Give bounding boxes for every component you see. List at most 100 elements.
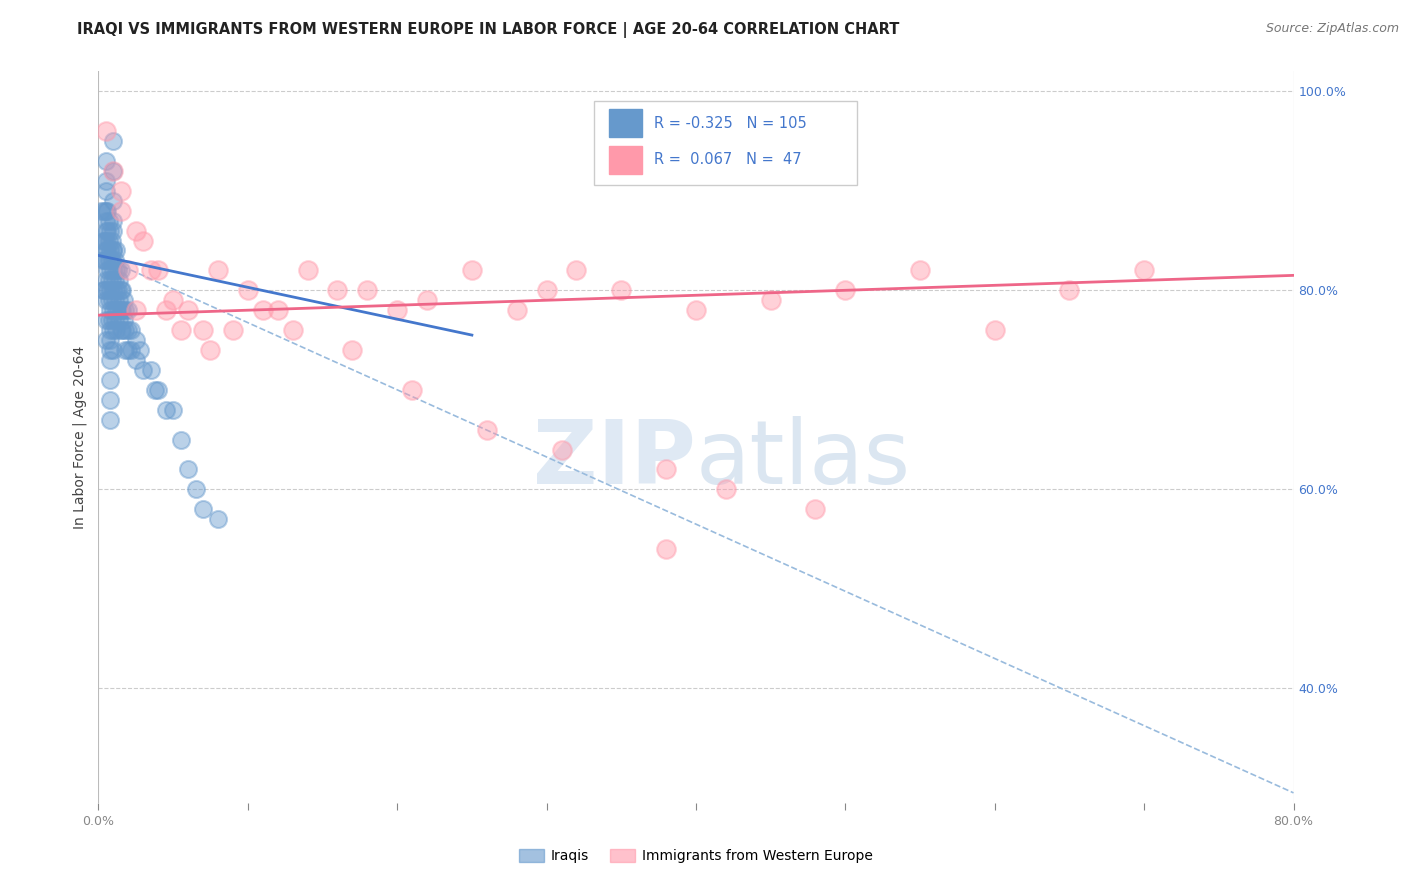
Point (326, 283, 349, 297)
Point (120, 323, 142, 337)
Point (104, 313, 127, 327)
Point (108, 293, 131, 308)
Point (191, 502, 214, 516)
Point (98, 283, 122, 297)
Point (655, 462, 678, 476)
Point (103, 224, 125, 238)
Point (110, 203, 132, 218)
Point (155, 303, 177, 318)
Point (93, 283, 115, 297)
Point (110, 303, 132, 318)
Point (908, 263, 931, 277)
Point (132, 363, 155, 377)
Point (105, 303, 128, 318)
Point (93, 234, 115, 248)
Point (143, 383, 166, 397)
Point (94, 184, 117, 198)
Point (200, 343, 222, 357)
Point (107, 263, 129, 277)
Point (111, 323, 134, 337)
Bar (609, 110, 643, 137)
Point (714, 483, 737, 497)
Point (117, 343, 139, 357)
Point (107, 283, 129, 297)
Point (105, 244, 128, 258)
Point (536, 283, 558, 297)
Point (101, 313, 124, 327)
Point (91, 234, 114, 248)
Point (94, 234, 117, 248)
Point (1133, 263, 1156, 277)
Point (98, 412, 122, 426)
Point (139, 263, 162, 277)
Point (94, 273, 117, 287)
Point (655, 542, 678, 557)
Point (125, 303, 148, 318)
Point (139, 363, 162, 377)
Point (129, 343, 152, 357)
Point (252, 303, 274, 318)
Point (120, 343, 142, 357)
Point (98, 373, 122, 387)
Point (105, 323, 128, 337)
Point (114, 323, 136, 337)
Point (98, 263, 122, 277)
Point (110, 263, 132, 277)
Point (96, 263, 118, 277)
Point (94, 293, 117, 308)
Point (177, 303, 200, 318)
Point (96, 283, 118, 297)
Point (108, 313, 131, 327)
Point (98, 323, 122, 337)
Point (103, 263, 125, 277)
Point (91, 253, 114, 268)
Point (107, 303, 129, 318)
Point (98, 333, 122, 347)
Point (125, 224, 148, 238)
Point (97, 293, 120, 308)
Point (104, 293, 127, 308)
Point (184, 483, 207, 497)
Point (356, 283, 378, 297)
Point (96, 203, 118, 218)
Point (103, 244, 125, 258)
Point (98, 392, 122, 407)
Point (98, 353, 122, 368)
Point (191, 323, 214, 337)
Point (98, 224, 122, 238)
Point (1059, 283, 1081, 297)
Point (506, 303, 529, 318)
Point (103, 303, 125, 318)
Point (297, 263, 319, 277)
Point (401, 383, 423, 397)
Y-axis label: In Labor Force | Age 20-64: In Labor Force | Age 20-64 (73, 345, 87, 529)
Point (94, 174, 117, 188)
Point (105, 263, 128, 277)
Point (117, 303, 139, 318)
Point (112, 293, 135, 308)
Point (804, 502, 827, 516)
Point (101, 273, 124, 287)
Point (90, 203, 112, 218)
Point (103, 134, 125, 148)
Text: ZIP: ZIP (533, 416, 696, 502)
Point (94, 203, 117, 218)
Point (94, 244, 117, 258)
Point (94, 313, 117, 327)
Point (984, 323, 1007, 337)
Text: atlas: atlas (696, 416, 911, 502)
Point (461, 263, 484, 277)
Point (155, 402, 177, 417)
Point (834, 283, 856, 297)
Point (759, 293, 782, 308)
Point (103, 164, 125, 178)
Point (110, 184, 132, 198)
Point (97, 213, 120, 227)
Point (114, 343, 136, 357)
Point (94, 224, 117, 238)
Point (101, 234, 124, 248)
Point (148, 263, 170, 277)
Point (98, 303, 122, 318)
Point (103, 283, 125, 297)
Point (565, 263, 588, 277)
